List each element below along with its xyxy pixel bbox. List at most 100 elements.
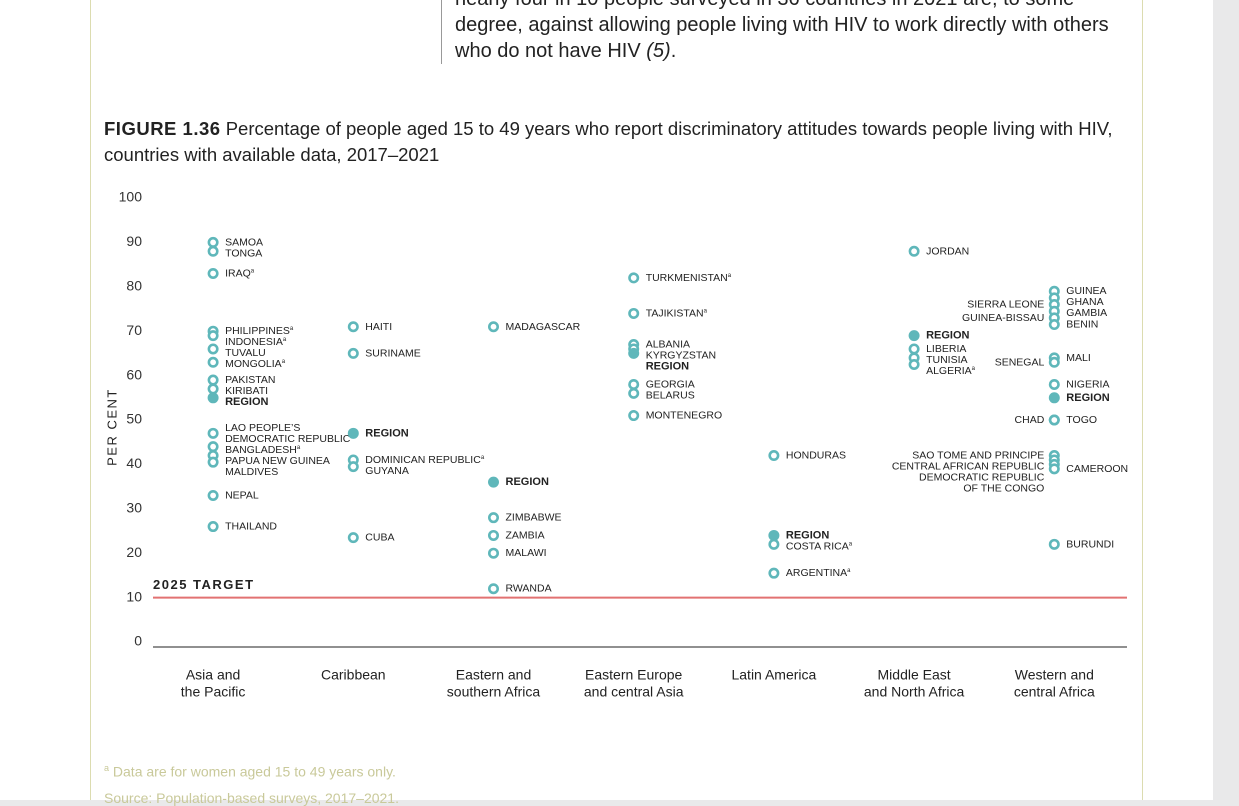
label-line: TONGA <box>225 247 262 259</box>
point-label: REGION <box>225 396 268 408</box>
point-label: DOMINICAN REPUBLICa <box>365 454 485 466</box>
label-line: ZAMBIA <box>506 529 545 541</box>
y-tick-label: 90 <box>126 233 142 249</box>
dot <box>908 245 920 257</box>
label-line: SIERRA LEONE <box>967 298 1044 310</box>
x-tick-label: Eastern Europe <box>585 667 682 683</box>
x-tick-label: southern Africa <box>447 684 541 700</box>
label-line: REGION <box>646 360 689 372</box>
note-mark: a <box>849 541 853 547</box>
text: who do not have HIV <box>455 40 647 62</box>
dot <box>347 461 359 473</box>
text-line: who do not have HIV (5). <box>455 38 1155 64</box>
note-mark: a <box>728 272 732 278</box>
dot <box>347 532 359 544</box>
point-label: CENTRAL AFRICAN REPUBLIC <box>892 460 1045 472</box>
x-tick-label: Latin America <box>731 667 816 683</box>
label-line: BANGLADESH <box>225 444 297 456</box>
point-label: MONTENEGRO <box>646 409 722 421</box>
point-label: PAPUA NEW GUINEA <box>225 455 330 467</box>
point-label: IRAQa <box>225 267 255 279</box>
point-label: HONDURAS <box>786 449 846 461</box>
point-label: TURKMENISTANa <box>646 272 732 284</box>
label-line: LIBERIA <box>926 343 966 355</box>
point-label: GUINEA-BISSAU <box>962 312 1044 324</box>
footnote: a Data are for women aged 15 to 49 years… <box>104 763 396 780</box>
label-line: GUINEA <box>1066 285 1106 297</box>
label-line: TUVALU <box>225 347 266 359</box>
dot <box>487 512 499 524</box>
label-line: TURKMENISTAN <box>646 272 728 284</box>
point-label: REGION <box>786 529 829 541</box>
chart: PER CENT 0 10 20 30 40 50 60 70 80 90 100 2025 TARG… <box>104 189 1128 700</box>
footnote-text: Data are for women aged 15 to 49 years o… <box>109 763 396 780</box>
page-border <box>1142 0 1143 800</box>
point-label: SIERRA LEONE <box>967 298 1044 310</box>
label-line: MALAWI <box>506 547 547 559</box>
label-line: MALDIVES <box>225 466 278 478</box>
label-line: PAPUA NEW GUINEA <box>225 455 330 467</box>
point-label: PAKISTAN <box>225 374 275 386</box>
label-line: SENEGAL <box>995 356 1045 368</box>
label-line: CUBA <box>365 531 394 543</box>
label-line: MONTENEGRO <box>646 409 722 421</box>
x-tick-label: and central Asia <box>584 684 684 700</box>
point-label: NIGERIA <box>1066 378 1109 390</box>
dot <box>1048 414 1060 426</box>
label-line: INDONESIA <box>225 336 283 348</box>
note-mark: a <box>282 359 286 365</box>
label-line: ALBANIA <box>646 338 690 350</box>
point-label: LIBERIA <box>926 343 966 355</box>
dot <box>487 529 499 541</box>
label-line: PAKISTAN <box>225 374 275 386</box>
point-label: KIRIBATI <box>225 385 268 397</box>
dot <box>207 356 219 368</box>
point-label: TOGO <box>1066 414 1097 426</box>
label-line: TAJIKISTAN <box>646 307 704 319</box>
label-line: GEORGIA <box>646 378 695 390</box>
label-line: TOGO <box>1066 414 1097 426</box>
dot <box>207 245 219 257</box>
label-line: SURINAME <box>365 347 420 359</box>
label-line: NIGERIA <box>1066 378 1109 390</box>
y-axis-label: PER CENT <box>104 388 119 466</box>
point-label: CAMEROON <box>1066 463 1128 475</box>
figure-label: FIGURE 1.36 <box>104 118 221 139</box>
label-line: HAITI <box>365 321 392 333</box>
y-tick-label: 70 <box>126 322 142 338</box>
point-label: KYRGYZSTAN <box>646 349 716 361</box>
dot <box>487 583 499 595</box>
dot <box>207 236 219 248</box>
point-label: REGION <box>365 427 408 439</box>
label-line: BURUNDI <box>1066 538 1114 550</box>
dot <box>207 427 219 439</box>
dot <box>207 374 219 386</box>
page-border <box>90 0 91 800</box>
label-line: GAMBIA <box>1066 307 1107 319</box>
point-label: SAMOA <box>225 236 263 248</box>
point-label: MONGOLIAa <box>225 358 286 370</box>
note-mark: a <box>847 568 851 574</box>
label-line: REGION <box>225 396 268 408</box>
point-label: CHAD <box>1015 414 1045 426</box>
x-tick-label: and North Africa <box>864 684 965 700</box>
point-label: REGION <box>646 360 689 372</box>
y-tick-label: 20 <box>126 544 142 560</box>
label-line: GHANA <box>1066 296 1103 308</box>
dot <box>487 547 499 559</box>
note-mark: a <box>704 308 708 314</box>
point-label: CUBA <box>365 531 394 543</box>
label-line: HONDURAS <box>786 449 846 461</box>
point-label: GUYANA <box>365 465 409 477</box>
point-label: TUNISIA <box>926 354 967 366</box>
dot <box>1048 538 1060 550</box>
dot <box>768 529 780 541</box>
dot <box>628 410 640 422</box>
point-label: SAO TOME AND PRINCIPE <box>912 449 1044 461</box>
label-line: LAO PEOPLE’S <box>225 422 300 434</box>
intro-text: nearly four in 10 people surveyed in 36 … <box>441 0 1155 64</box>
x-tick-label: Middle East <box>878 667 951 683</box>
point-label: PHILIPPINESa <box>225 325 294 337</box>
label-line: MADAGASCAR <box>506 321 581 333</box>
dot <box>1048 319 1060 331</box>
